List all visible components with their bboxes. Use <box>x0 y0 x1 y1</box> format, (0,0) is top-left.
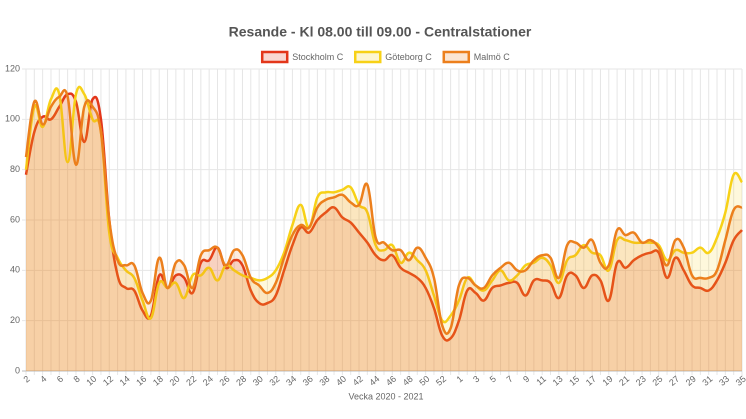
y-tick-label: 0 <box>15 365 20 375</box>
x-tick-label: 10 <box>84 374 98 388</box>
x-tick-label: 18 <box>151 374 165 388</box>
series-line <box>24 92 743 342</box>
x-tick-label: 40 <box>334 374 348 388</box>
x-tick-label: 21 <box>617 374 631 388</box>
x-tick-label: 33 <box>717 374 731 388</box>
legend: Stockholm C Göteborg C Malmö C <box>260 50 511 64</box>
x-tick-label: 42 <box>351 374 365 388</box>
x-tick-label: 14 <box>118 374 132 388</box>
x-tick-label: 6 <box>55 374 65 385</box>
x-tick-label: 23 <box>634 374 648 388</box>
x-tick-label: 12 <box>101 374 115 388</box>
series-area <box>26 93 742 371</box>
x-tick-label: 27 <box>667 374 681 388</box>
x-tick-label: 19 <box>601 374 615 388</box>
series-line <box>24 88 743 336</box>
x-tick-label: 13 <box>551 374 565 388</box>
chart-title: Resande - Kl 08.00 till 09.00 - Centrals… <box>229 24 532 40</box>
x-tick-label: 30 <box>251 374 265 388</box>
x-tick-label: 20 <box>168 374 182 388</box>
x-tick-label: 32 <box>267 374 281 388</box>
x-tick-label: 15 <box>567 374 581 388</box>
x-tick-label: 29 <box>684 374 698 388</box>
x-tick-label: 7 <box>504 374 514 385</box>
x-tick-label: 8 <box>71 374 81 385</box>
x-tick-label: 44 <box>367 374 381 388</box>
x-tick-label: 50 <box>417 374 431 388</box>
x-axis-label: Vecka 2020 - 2021 <box>348 391 423 401</box>
x-tick-label: 38 <box>317 374 331 388</box>
x-tick-label: 5 <box>488 374 498 385</box>
x-tick-label: 11 <box>534 374 548 388</box>
x-tick-label: 52 <box>434 374 448 388</box>
x-tick-label: 4 <box>38 374 48 385</box>
x-tick-label: 31 <box>700 374 714 388</box>
x-tick-label: 1 <box>454 374 464 385</box>
x-tick-label: 36 <box>301 374 315 388</box>
y-tick-label: 20 <box>10 315 20 325</box>
legend-swatch <box>353 50 382 64</box>
legend-label: Stockholm C <box>292 52 344 62</box>
x-tick-label: 17 <box>584 374 598 388</box>
legend-label: Göteborg C <box>385 52 432 62</box>
x-tick-label: 25 <box>650 374 664 388</box>
x-tick-label: 35 <box>734 374 746 388</box>
x-tick-label: 48 <box>401 374 415 388</box>
legend-label: Malmö C <box>474 52 511 62</box>
x-tick-label: 28 <box>234 374 248 388</box>
x-tick-label: 22 <box>184 374 198 388</box>
x-tick-label: 2 <box>22 374 32 385</box>
y-tick-label: 120 <box>5 63 20 73</box>
legend-swatch <box>260 50 289 64</box>
x-tick-label: 16 <box>134 374 148 388</box>
x-tick-label: 3 <box>471 374 481 385</box>
y-tick-label: 100 <box>5 114 20 124</box>
series-area <box>26 86 742 371</box>
x-tick-label: 46 <box>384 374 398 388</box>
series-line <box>24 85 744 324</box>
legend-swatch <box>442 50 471 64</box>
x-tick-label: 34 <box>284 374 298 388</box>
x-tick-label: 26 <box>218 374 232 388</box>
y-tick-label: 60 <box>10 214 20 224</box>
x-tick-label: 9 <box>521 374 531 385</box>
y-tick-label: 80 <box>10 164 20 174</box>
series-area <box>26 90 742 371</box>
y-tick-label: 40 <box>10 265 20 275</box>
x-tick-label: 24 <box>201 374 215 388</box>
